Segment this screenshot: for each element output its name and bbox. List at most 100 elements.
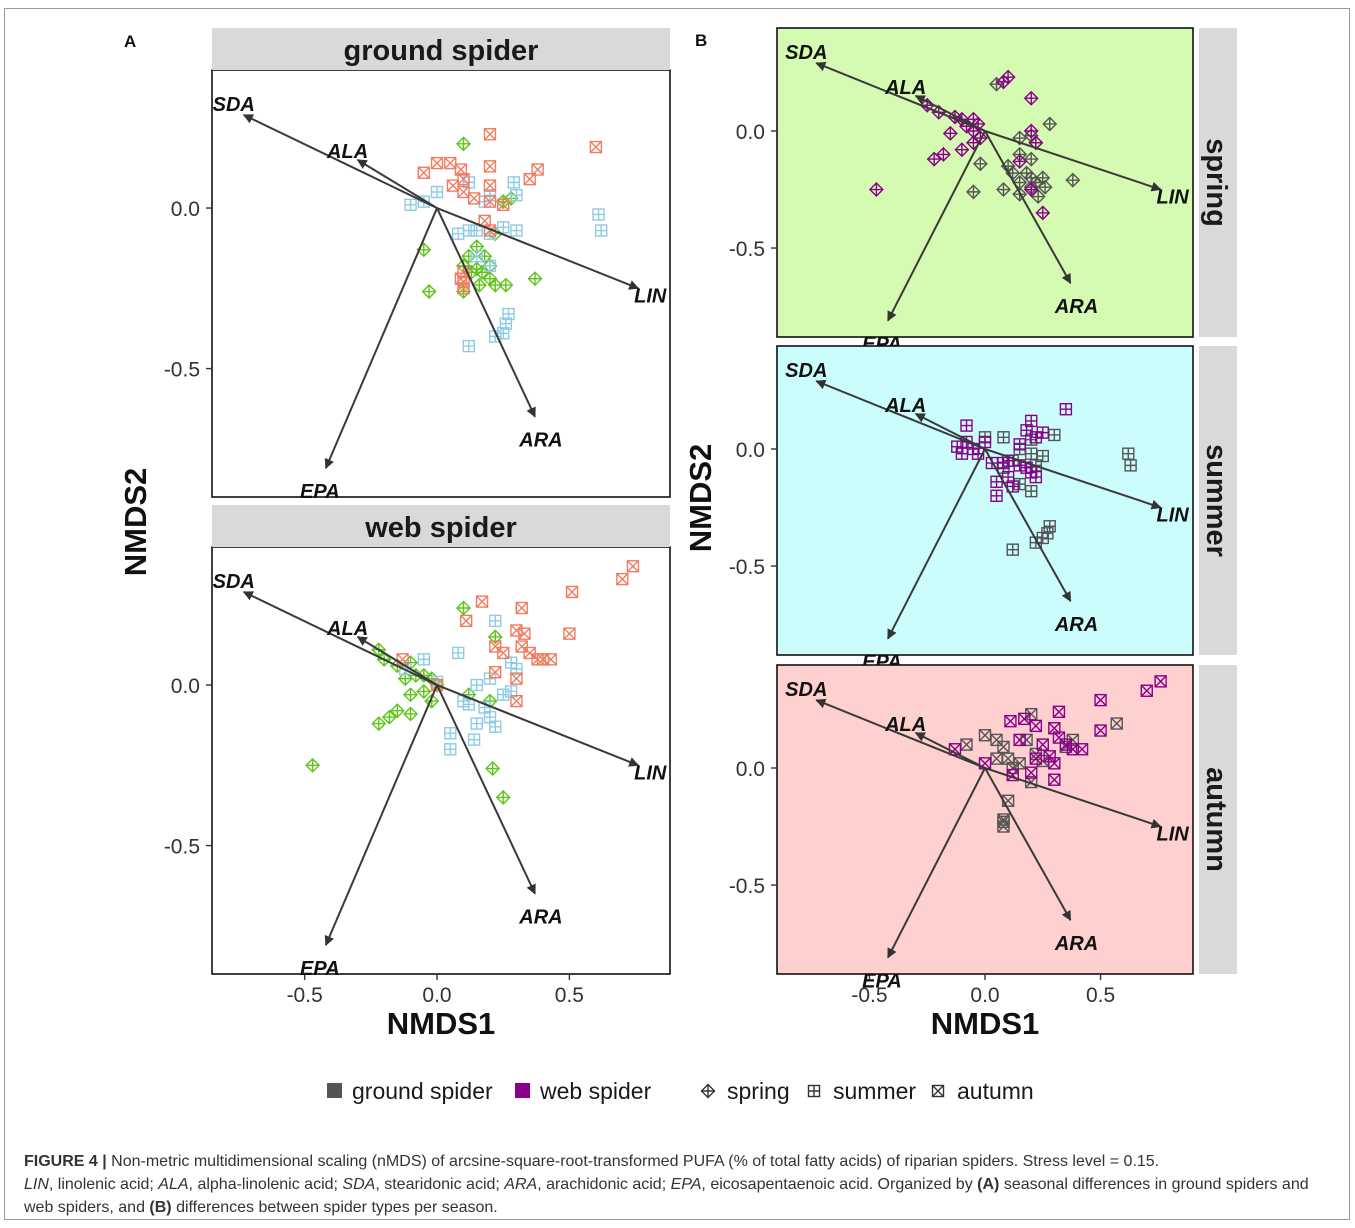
- marker-outline: [997, 740, 1010, 754]
- data-point: [417, 166, 430, 179]
- vector-arrow: [324, 684, 438, 947]
- data-point: [1052, 705, 1066, 719]
- data-point: [955, 447, 969, 460]
- data-point: [1013, 477, 1026, 491]
- marker-cross: [1030, 471, 1042, 483]
- marker-outline: [1025, 766, 1038, 779]
- marker-outline: [616, 572, 629, 586]
- marker-cross: [991, 490, 1003, 502]
- marker-cross: [405, 689, 417, 701]
- marker-outline: [1066, 733, 1080, 747]
- marker-cross: [510, 225, 522, 237]
- x-axis-title-a: NMDS1: [387, 1006, 496, 1041]
- caption-sda-desc: , stearidonic acid;: [375, 1176, 505, 1193]
- marker-outline: [972, 156, 988, 172]
- legend-label: ground spider: [352, 1078, 493, 1104]
- marker-cross: [508, 176, 520, 188]
- marker-cross: [544, 653, 557, 666]
- marker-cross: [956, 144, 968, 156]
- marker-outline: [518, 627, 531, 640]
- marker-outline: [483, 128, 497, 141]
- marker-outline: [430, 678, 444, 692]
- marker-cross: [1025, 485, 1037, 497]
- marker-outline: [1042, 116, 1058, 132]
- marker-outline: [523, 646, 536, 660]
- marker-cross: [1094, 694, 1107, 707]
- data-point: [444, 727, 457, 740]
- marker-cross: [951, 441, 963, 453]
- marker-outline: [467, 192, 481, 205]
- data-point: [1013, 438, 1026, 451]
- data-point: [489, 720, 502, 733]
- marker-cross: [1025, 466, 1037, 478]
- data-point: [498, 277, 514, 293]
- vector-arrow: [356, 636, 438, 686]
- marker-cross: [1048, 773, 1061, 786]
- data-point: [470, 678, 483, 692]
- marker-cross: [489, 666, 502, 679]
- marker-outline: [417, 166, 430, 179]
- marker-cross: [1018, 712, 1031, 725]
- marker-cross: [391, 705, 403, 717]
- data-point: [483, 179, 497, 192]
- vector-arrow: [436, 207, 536, 418]
- marker-outline: [483, 179, 497, 192]
- marker-cross: [1067, 174, 1079, 186]
- caption-a-label: (A): [977, 1176, 1000, 1193]
- legend-label: summer: [833, 1078, 916, 1104]
- marker-outline: [700, 1083, 716, 1099]
- marker-cross: [1004, 715, 1017, 728]
- marker-cross: [928, 153, 940, 165]
- vector-arrow: [887, 130, 986, 322]
- marker-cross: [476, 266, 488, 278]
- y-tick-label: -0.5: [729, 875, 765, 898]
- data-point: [1025, 766, 1038, 779]
- points-layer: [951, 403, 1137, 556]
- data-point: [475, 595, 489, 608]
- marker-cross: [457, 186, 470, 198]
- data-point: [421, 284, 437, 300]
- data-point: [1110, 717, 1123, 730]
- legend-item-ground-spider: ground spider: [327, 1078, 493, 1104]
- marker-outline: [416, 683, 432, 699]
- data-point: [1036, 449, 1049, 463]
- marker-cross: [1037, 172, 1049, 184]
- panel-label-b: B: [695, 31, 707, 50]
- marker-cross: [417, 166, 430, 179]
- data-point: [417, 653, 430, 666]
- marker-outline: [1094, 693, 1107, 707]
- y-tick-label: 0.0: [736, 439, 765, 462]
- marker-outline: [972, 130, 988, 146]
- vector-label: ALA: [326, 141, 368, 163]
- data-point: [1035, 205, 1051, 221]
- data-point: [489, 640, 502, 653]
- vector-label: ALA: [326, 618, 368, 640]
- marker-outline: [1029, 719, 1043, 733]
- caption-lin-abbr: LIN: [24, 1176, 49, 1193]
- caption-figure-label: FIGURE 4 |: [24, 1153, 107, 1170]
- marker-cross: [1032, 191, 1044, 203]
- marker-cross: [1025, 92, 1037, 104]
- data-point: [467, 192, 481, 205]
- data-point: [497, 646, 510, 660]
- marker-outline: [1025, 707, 1038, 721]
- marker-outline: [965, 184, 981, 200]
- vector-label: ARA: [518, 907, 562, 929]
- marker-outline: [403, 687, 419, 703]
- data-point: [1140, 684, 1153, 697]
- marker-cross: [1025, 125, 1037, 137]
- data-point: [515, 640, 528, 653]
- marker-outline: [935, 146, 951, 162]
- marker-cross: [1039, 181, 1051, 193]
- vector-arrow: [436, 684, 536, 895]
- marker-outline: [421, 284, 437, 300]
- marker-cross: [489, 615, 501, 627]
- marker-outline: [942, 125, 958, 141]
- vector-label: LIN: [634, 285, 667, 307]
- vector-label: ALA: [884, 395, 926, 417]
- figure-caption: FIGURE 4 | Non-metric multidimensional s…: [24, 1150, 1324, 1219]
- x-tick-label: -0.5: [287, 984, 323, 1007]
- data-point: [389, 703, 405, 719]
- data-point: [446, 179, 460, 192]
- legend-glyph: [807, 1084, 821, 1098]
